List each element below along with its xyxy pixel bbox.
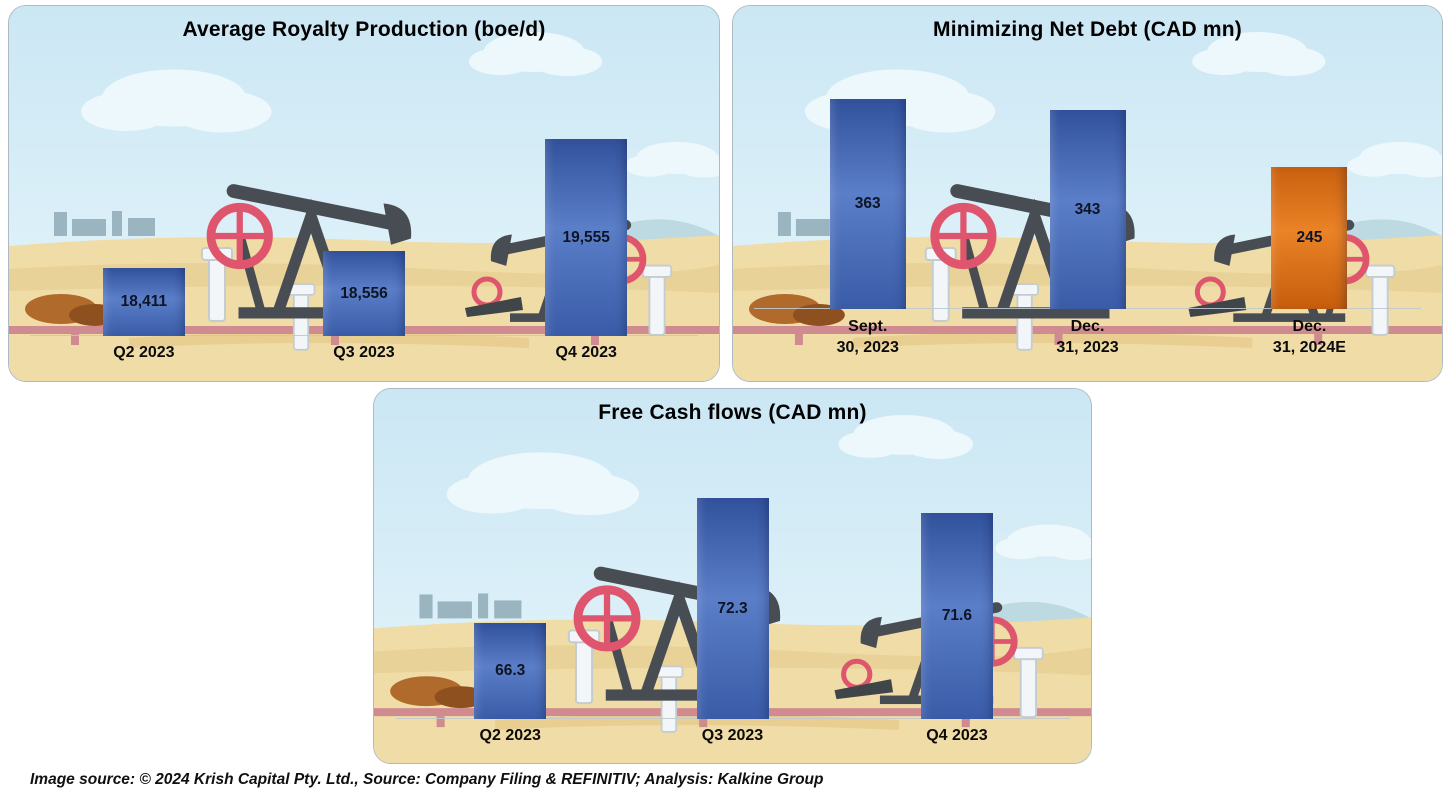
chart-title: Free Cash flows (CAD mn)	[598, 401, 867, 424]
bar-value-label: 245	[1296, 229, 1323, 247]
chart-panel-free-cash-flows: Free Cash flows (CAD mn) 66.3 72.3 71.6 …	[373, 388, 1092, 764]
plot-area: 18,411 18,556 19,555	[9, 112, 719, 336]
category-label: Q2 2023	[113, 344, 175, 361]
category-label: Dec. 31, 2024E	[1272, 318, 1346, 357]
bar-q4-2023: 19,555	[545, 139, 628, 336]
category-label: Q4 2023	[555, 344, 617, 361]
chart-panel-minimizing-net-debt: Minimizing Net Debt (CAD mn) 363 343 245…	[732, 5, 1443, 382]
bar-q2-2023: 66.3	[474, 623, 547, 719]
bar-q2-2023: 18,411	[102, 267, 185, 336]
bar-q3-2023: 18,556	[323, 251, 405, 336]
chart-title: Average Royalty Production (boe/d)	[182, 18, 546, 41]
image-source-caption: Image source: © 2024 Krish Capital Pty. …	[30, 771, 824, 788]
category-label: Q4 2023	[926, 727, 988, 744]
bar-dec-31-2023: 343	[1049, 110, 1126, 309]
bar-q3-2023: 72.3	[696, 498, 769, 719]
plot-area: 66.3 72.3 71.6	[374, 473, 1091, 719]
bar-sept-30-2023: 363	[829, 98, 906, 309]
category-label: Q2 2023	[479, 727, 541, 744]
category-label: Dec. 31, 2023	[1056, 318, 1119, 357]
category-label: Sept. 30, 2023	[836, 318, 899, 357]
bar-value-label: 18,556	[340, 284, 388, 302]
bar-q4-2023: 71.6	[920, 512, 993, 719]
bar-value-label: 18,411	[120, 292, 168, 310]
chart-title: Minimizing Net Debt (CAD mn)	[933, 18, 1242, 41]
bar-dec-31-2024e: 245	[1271, 167, 1348, 309]
bar-value-label: 363	[854, 194, 881, 212]
category-label: Q3 2023	[701, 727, 764, 744]
chart-panel-average-royalty-production: Average Royalty Production (boe/d) 18,41…	[8, 5, 720, 382]
bar-value-label: 343	[1074, 200, 1101, 218]
bar-value-label: 72.3	[717, 599, 748, 617]
category-label: Q3 2023	[333, 344, 395, 361]
bar-value-label: 19,555	[562, 228, 610, 246]
bar-value-label: 66.3	[495, 662, 526, 680]
plot-area: 363 343 245	[733, 89, 1442, 309]
bar-value-label: 71.6	[941, 606, 972, 624]
